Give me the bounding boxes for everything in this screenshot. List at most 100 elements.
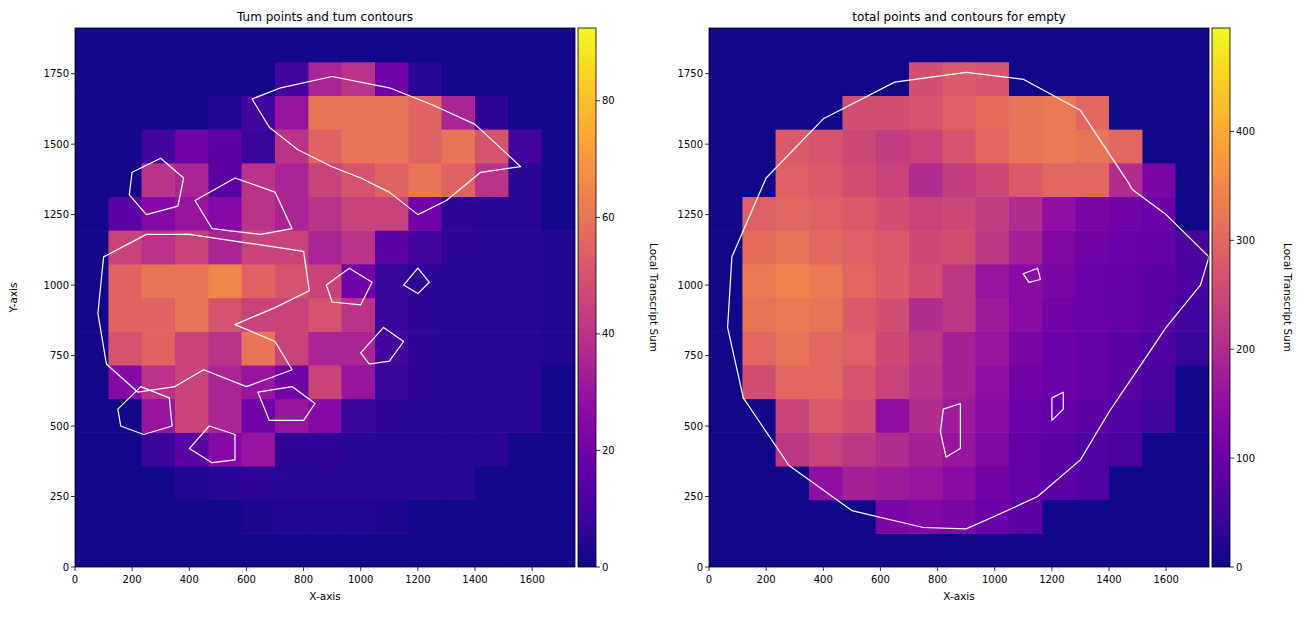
heat-cell — [1176, 500, 1209, 534]
heat-cell — [876, 432, 910, 466]
heat-cell — [842, 28, 876, 62]
heat-cell — [242, 264, 276, 298]
heat-cell — [942, 163, 976, 197]
heat-cell — [976, 432, 1010, 466]
heat-cell — [375, 230, 409, 264]
heat-cell — [742, 533, 776, 567]
heat-cell — [1176, 466, 1209, 500]
heat-cell — [442, 129, 476, 163]
x-tick — [709, 567, 710, 571]
y-tick-label: 1250 — [678, 209, 703, 220]
heat-cell — [876, 466, 910, 500]
heat-cell — [742, 28, 776, 62]
x-tick-label: 1400 — [1096, 574, 1121, 585]
heat-cell — [475, 466, 509, 500]
heat-cell — [208, 230, 242, 264]
heat-cell — [408, 365, 442, 399]
heat-cell — [976, 163, 1010, 197]
heat-cell — [108, 129, 142, 163]
heat-cell — [408, 432, 442, 466]
heat-cell — [1009, 365, 1043, 399]
heat-cell — [1109, 28, 1143, 62]
y-tick-label: 1000 — [44, 280, 69, 291]
heat-cell — [1142, 533, 1176, 567]
heat-cell — [475, 264, 509, 298]
y-tick — [705, 144, 709, 145]
colorbar-tick-label: 0 — [1236, 562, 1242, 573]
heat-cell — [1009, 533, 1043, 567]
heat-cell — [976, 28, 1010, 62]
x-tick — [132, 567, 133, 571]
heat-cell — [776, 230, 810, 264]
heat-cell — [909, 95, 943, 129]
colorbar-tick-label: 20 — [602, 445, 615, 456]
heat-cell — [942, 298, 976, 332]
heat-cell — [342, 196, 376, 230]
heat-cell — [142, 230, 176, 264]
heat-cell — [242, 500, 276, 534]
contour — [1052, 392, 1063, 420]
heat-cell — [1009, 62, 1043, 96]
heat-cell — [776, 95, 810, 129]
heat-cell — [1176, 365, 1209, 399]
heat-cell — [108, 298, 142, 332]
colorbar-tick-label: 300 — [1236, 235, 1255, 246]
heat-cell — [1142, 432, 1176, 466]
heat-cell — [742, 432, 776, 466]
heat-cell — [408, 196, 442, 230]
heat-cell — [142, 163, 176, 197]
heat-cell — [909, 466, 943, 500]
heat-cell — [809, 230, 843, 264]
heat-cell — [342, 129, 376, 163]
heat-cell — [909, 163, 943, 197]
heat-cell — [208, 500, 242, 534]
heat-cell — [108, 28, 142, 62]
heat-cell — [1076, 533, 1110, 567]
heat-cell — [776, 500, 810, 534]
heat-cell — [542, 466, 575, 500]
heat-cell — [542, 28, 575, 62]
heat-cell — [909, 28, 943, 62]
heat-cell — [842, 298, 876, 332]
heat-cell — [1176, 432, 1209, 466]
colorbar-tick-label: 40 — [602, 328, 615, 339]
heat-cell — [175, 399, 209, 433]
heat-cell — [208, 264, 242, 298]
heat-cell — [142, 62, 176, 96]
heat-cell — [342, 95, 376, 129]
heat-cell — [142, 466, 176, 500]
heat-cell — [342, 163, 376, 197]
heat-cell — [108, 500, 142, 534]
heat-cell — [842, 129, 876, 163]
heat-cell — [375, 432, 409, 466]
x-tick-label: 800 — [928, 574, 947, 585]
heat-cell — [809, 196, 843, 230]
heat-cell — [542, 95, 575, 129]
heat-cell — [375, 500, 409, 534]
heat-cell — [1109, 129, 1143, 163]
heat-cell — [942, 196, 976, 230]
heat-cell — [508, 264, 542, 298]
x-tick — [937, 567, 938, 571]
heat-cell — [976, 95, 1010, 129]
heat-cell — [75, 500, 109, 534]
x-tick — [189, 567, 190, 571]
colorbar-tick — [1230, 131, 1234, 132]
heat-cell — [742, 264, 776, 298]
colorbar-tick — [1230, 349, 1234, 350]
heat-cell — [375, 28, 409, 62]
colorbar-tick — [596, 450, 600, 451]
colorbar-tick-label: 80 — [602, 95, 615, 106]
heat-cell — [375, 264, 409, 298]
heat-cell — [709, 62, 743, 96]
heat-cell — [75, 95, 109, 129]
heat-cell — [909, 500, 943, 534]
heat-cell — [776, 62, 810, 96]
heat-cell — [75, 432, 109, 466]
heat-cell — [475, 500, 509, 534]
heat-cell — [1176, 95, 1209, 129]
heat-cell — [809, 163, 843, 197]
heat-cell — [1142, 466, 1176, 500]
x-tick-label: 400 — [814, 574, 833, 585]
heat-cell — [242, 230, 276, 264]
